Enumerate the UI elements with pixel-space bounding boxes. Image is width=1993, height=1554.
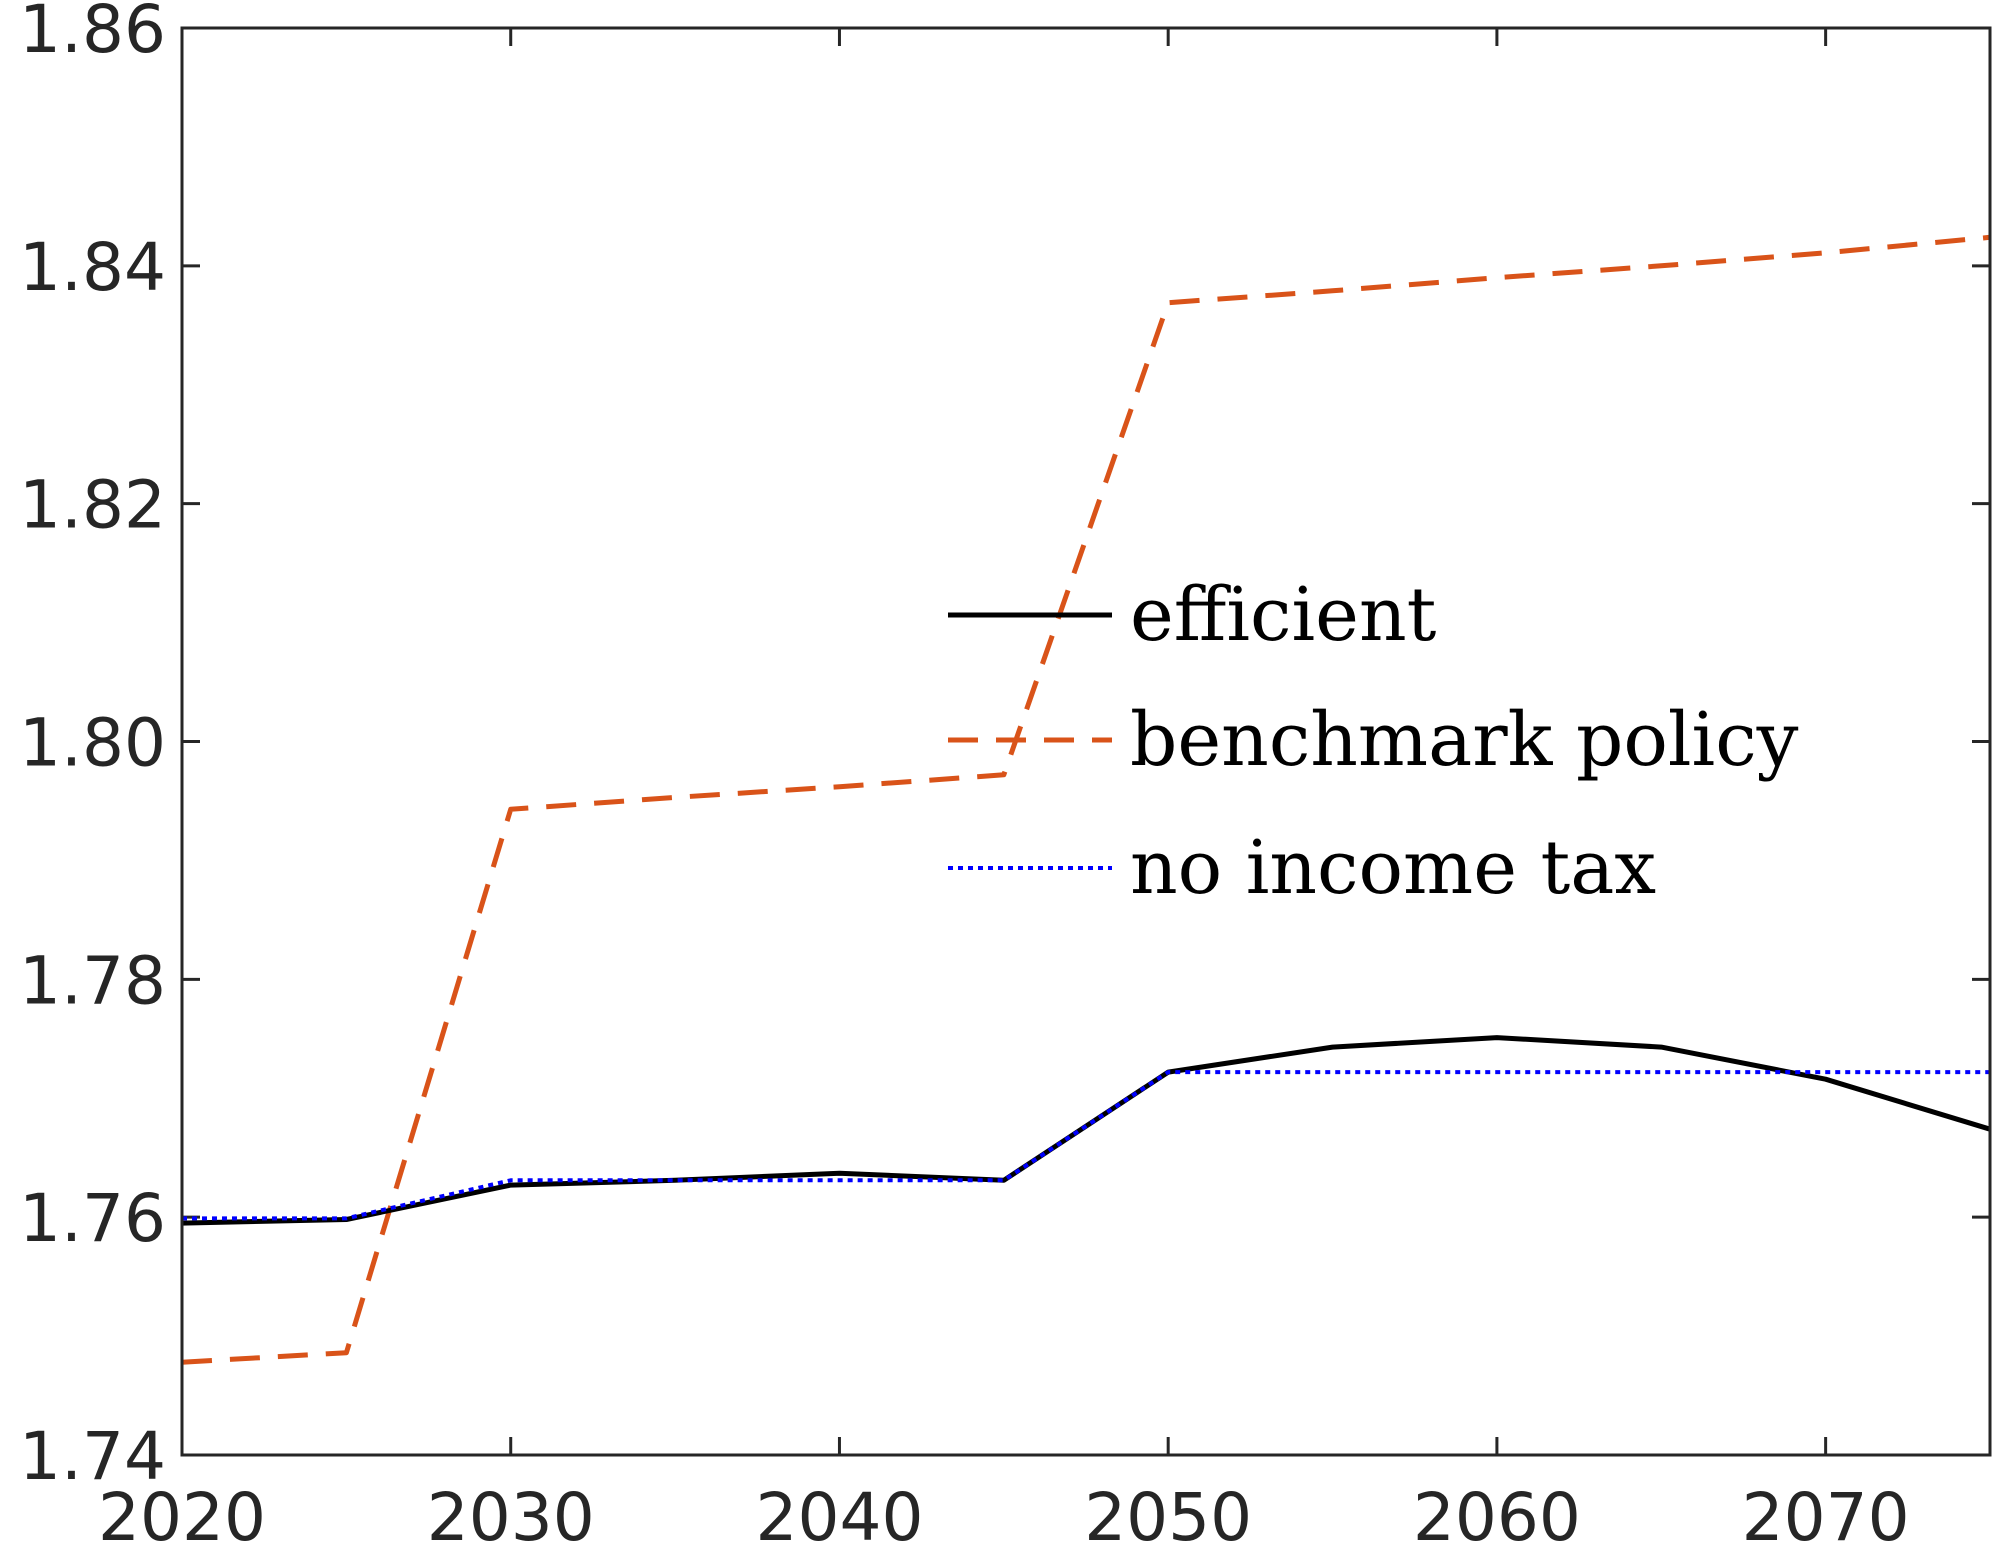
x-tick-label: 2050 (1084, 1479, 1252, 1554)
y-tick-label: 1.82 (19, 467, 166, 544)
x-tick-label: 2030 (427, 1479, 595, 1554)
y-tick-label: 1.74 (19, 1418, 166, 1495)
x-tick-label: 2070 (1742, 1479, 1910, 1554)
series-line-no-income-tax (182, 1070, 1990, 1221)
legend-label: benchmark policy (1130, 697, 1799, 783)
legend-label: no income tax (1130, 825, 1656, 911)
y-tick-label: 1.80 (19, 705, 166, 782)
y-tick-label: 1.76 (19, 1180, 166, 1257)
y-tick-label: 1.84 (19, 229, 166, 306)
x-tick-label: 2020 (98, 1479, 266, 1554)
series-layer (181, 234, 1991, 1365)
legend-label: efficient (1130, 572, 1437, 658)
legend: efficient benchmark policy no income tax (948, 572, 1799, 911)
y-tick-label: 1.86 (19, 0, 166, 68)
x-tick-label: 2040 (755, 1479, 923, 1554)
y-axis-ticks: 1.74 1.76 1.78 1.80 1.82 1.84 1.86 (19, 0, 1990, 1495)
x-tick-label: 2060 (1413, 1479, 1581, 1554)
y-tick-label: 1.78 (19, 942, 166, 1019)
plot-area-frame (180, 26, 1992, 1457)
x-axis-ticks: 2020 2030 2040 2050 2060 2070 (98, 28, 1910, 1554)
series-line-benchmark-policy (181, 234, 1991, 1365)
